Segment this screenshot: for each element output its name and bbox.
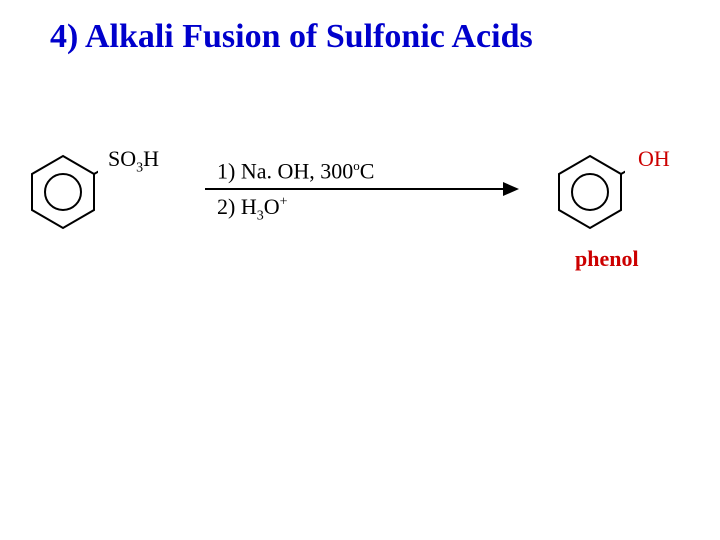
reactant-benzene xyxy=(28,152,98,232)
so3h-text-1: SO xyxy=(108,146,136,171)
arrow-head-icon xyxy=(503,182,519,196)
arrow-shaft xyxy=(205,188,505,190)
reaction-scheme: SO3H 1) Na. OH, 300oC 2) H3O+ OH phenol xyxy=(10,140,710,320)
product-benzene xyxy=(555,152,625,232)
slide-title: 4) Alkali Fusion of Sulfonic Acids xyxy=(50,18,533,56)
so3h-text-2: H xyxy=(143,146,159,171)
cond2-mid: O xyxy=(264,194,280,219)
cond1-tail: C xyxy=(360,158,375,183)
condition-line-2: 2) H3O+ xyxy=(217,194,288,224)
product-name: phenol xyxy=(575,246,639,272)
cond2-sup: + xyxy=(280,195,288,210)
reactant-substituent: SO3H xyxy=(108,146,159,176)
cond2-sub: 3 xyxy=(257,208,264,223)
product-substituent: OH xyxy=(638,146,670,172)
reaction-arrow-group: 1) Na. OH, 300oC 2) H3O+ xyxy=(205,158,505,238)
cond2-prefix: 2) H xyxy=(217,194,257,219)
cond1-prefix: 1) Na. OH, 300 xyxy=(217,158,353,183)
condition-line-1: 1) Na. OH, 300oC xyxy=(217,158,374,184)
